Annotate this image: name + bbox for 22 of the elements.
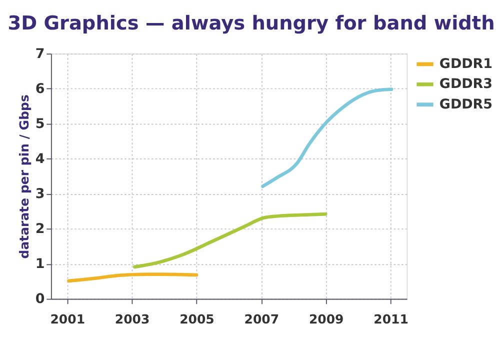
- x-tick-label: 2003: [114, 311, 150, 326]
- legend-label: GDDR5: [439, 97, 493, 112]
- line-series: [133, 212, 328, 269]
- y-tick-label: 5: [35, 116, 45, 132]
- chart-title: 3D Graphics — always hungry for band width: [8, 12, 495, 35]
- y-tick-label: 7: [35, 46, 45, 62]
- legend-label: GDDR1: [439, 57, 493, 72]
- y-tick-label: 1: [35, 257, 45, 272]
- x-tick-label: 2005: [180, 311, 214, 326]
- y-tick-label: 6: [35, 82, 45, 97]
- x-tick-label: 2011: [374, 311, 408, 326]
- x-tick-label: 2007: [244, 311, 280, 326]
- y-axis-title: datarate per pin / Gbps: [16, 94, 32, 259]
- y-tick-label: 4: [35, 152, 45, 168]
- x-tick-label: 2009: [308, 311, 344, 326]
- y-tick-label: 3: [35, 187, 45, 202]
- y-tick-label: 2: [35, 222, 45, 238]
- x-tick-label: 2001: [50, 311, 86, 326]
- y-tick-label: 0: [35, 292, 45, 308]
- legend-label: GDDR3: [439, 77, 493, 92]
- line-series: [67, 272, 198, 283]
- line-series: [261, 88, 394, 188]
